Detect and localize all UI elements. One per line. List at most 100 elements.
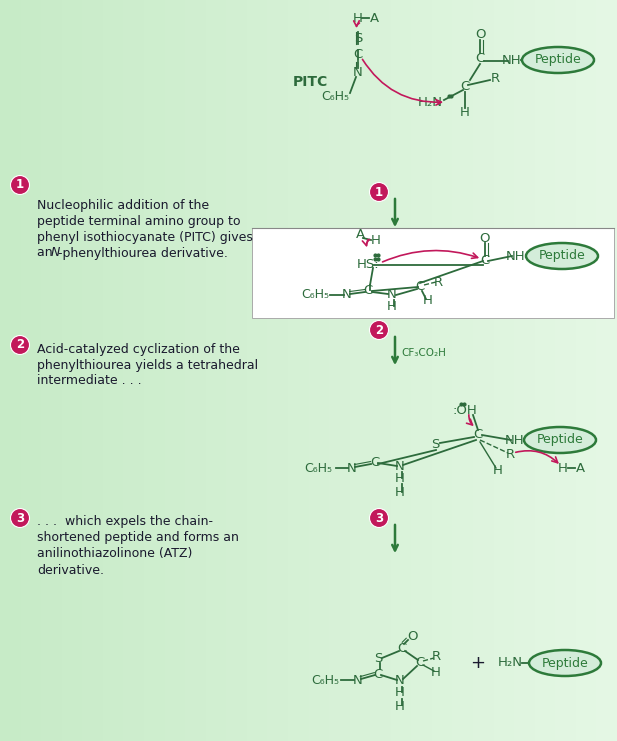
Text: H: H — [395, 473, 405, 485]
Text: 2: 2 — [375, 324, 383, 336]
Text: C: C — [363, 285, 373, 297]
Bar — [252, 228, 614, 318]
Bar — [103, 0, 125, 741]
Text: N: N — [353, 67, 363, 79]
Bar — [452, 0, 475, 741]
Text: +: + — [471, 654, 486, 672]
Text: C₆H₅: C₆H₅ — [301, 288, 329, 302]
Bar — [288, 0, 310, 741]
Text: R: R — [505, 448, 515, 462]
Circle shape — [370, 182, 389, 202]
Text: C: C — [473, 428, 482, 442]
Bar — [329, 0, 352, 741]
Text: C: C — [370, 456, 379, 470]
Bar — [267, 0, 290, 741]
Text: C: C — [373, 668, 383, 680]
Bar — [247, 0, 270, 741]
Text: R: R — [431, 650, 441, 662]
Bar — [412, 0, 434, 741]
Bar — [165, 0, 187, 741]
Text: 3: 3 — [375, 511, 383, 525]
Circle shape — [10, 508, 30, 528]
Ellipse shape — [522, 47, 594, 73]
Text: 2: 2 — [16, 339, 24, 351]
Text: CF₃CO₂H: CF₃CO₂H — [401, 348, 446, 358]
Text: H₂N: H₂N — [497, 657, 523, 670]
Text: N: N — [51, 247, 60, 259]
Text: -phenylthiourea derivative.: -phenylthiourea derivative. — [58, 247, 228, 259]
Text: derivative.: derivative. — [37, 563, 104, 576]
Text: H: H — [353, 12, 363, 24]
Bar — [0, 0, 23, 741]
Bar — [432, 0, 455, 741]
Text: shortened peptide and forms an: shortened peptide and forms an — [37, 531, 239, 545]
Text: C: C — [415, 281, 424, 293]
Text: 1: 1 — [375, 185, 383, 199]
Bar — [473, 0, 495, 741]
Ellipse shape — [524, 427, 596, 453]
Text: C: C — [415, 657, 424, 670]
Text: NH: NH — [506, 250, 526, 262]
Text: H: H — [431, 665, 441, 679]
Bar — [123, 0, 146, 741]
Text: C: C — [460, 81, 470, 93]
Text: N: N — [395, 674, 405, 688]
Text: C₆H₅: C₆H₅ — [311, 674, 339, 686]
Text: NH: NH — [505, 433, 525, 447]
Text: N: N — [395, 460, 405, 473]
Bar — [185, 0, 208, 741]
Circle shape — [370, 321, 389, 339]
Text: H₂N: H₂N — [418, 96, 442, 110]
Bar — [370, 0, 393, 741]
Text: H: H — [395, 700, 405, 713]
Bar — [350, 0, 372, 741]
Bar — [144, 0, 167, 741]
Text: C: C — [397, 642, 407, 656]
Text: intermediate . . .: intermediate . . . — [37, 374, 142, 388]
Text: phenyl isothiocyanate (PITC) gives: phenyl isothiocyanate (PITC) gives — [37, 230, 253, 244]
Bar — [205, 0, 228, 741]
Circle shape — [370, 508, 389, 528]
Text: C: C — [354, 48, 363, 62]
Text: H: H — [493, 464, 503, 476]
Text: Peptide: Peptide — [542, 657, 589, 670]
Text: N: N — [353, 674, 363, 686]
Text: S: S — [374, 653, 382, 665]
Bar — [535, 0, 557, 741]
Text: :OH: :OH — [453, 404, 478, 416]
Text: N: N — [347, 462, 357, 474]
Text: H: H — [395, 487, 405, 499]
Text: Peptide: Peptide — [537, 433, 584, 447]
Text: O: O — [407, 631, 417, 643]
Text: O: O — [480, 231, 491, 245]
Bar — [494, 0, 516, 741]
Text: C: C — [475, 52, 484, 64]
Text: O: O — [474, 28, 485, 41]
Text: phenylthiourea yields a tetrahedral: phenylthiourea yields a tetrahedral — [37, 359, 258, 371]
Bar — [41, 0, 64, 741]
Text: . . .  which expels the chain-: . . . which expels the chain- — [37, 516, 213, 528]
Text: Peptide: Peptide — [534, 53, 581, 67]
Text: H: H — [395, 686, 405, 700]
Bar — [555, 0, 578, 741]
Text: A: A — [370, 12, 379, 24]
Text: peptide terminal amino group to: peptide terminal amino group to — [37, 214, 241, 227]
Ellipse shape — [529, 650, 601, 676]
Text: S: S — [431, 439, 439, 451]
Text: 3: 3 — [16, 511, 24, 525]
Text: N: N — [387, 288, 397, 302]
Bar — [391, 0, 413, 741]
Text: anilinothiazolinone (ATZ): anilinothiazolinone (ATZ) — [37, 548, 193, 560]
Text: H: H — [558, 462, 568, 474]
Text: Peptide: Peptide — [539, 250, 586, 262]
Bar — [82, 0, 105, 741]
Text: A: A — [355, 228, 365, 242]
Ellipse shape — [526, 243, 598, 269]
Text: PITC: PITC — [292, 75, 328, 89]
Text: H: H — [387, 301, 397, 313]
Text: C₆H₅: C₆H₅ — [304, 462, 332, 474]
Text: an: an — [37, 247, 57, 259]
Bar — [576, 0, 598, 741]
Text: R: R — [433, 276, 442, 288]
Circle shape — [10, 176, 30, 194]
